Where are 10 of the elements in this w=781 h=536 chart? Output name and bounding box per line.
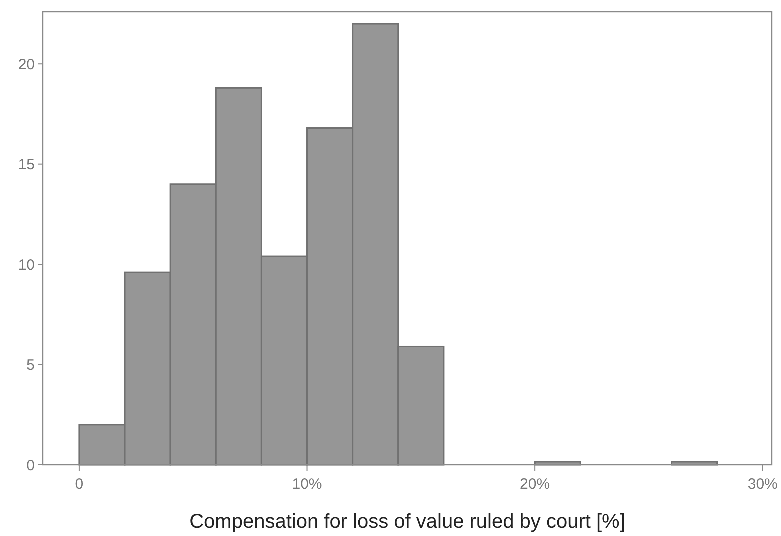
x-tick-label: 10%	[292, 476, 322, 493]
y-tick-label: 0	[26, 457, 35, 474]
y-tick-label: 5	[26, 357, 35, 374]
y-tick-label: 15	[18, 156, 35, 174]
x-tick-label: 30%	[748, 476, 778, 493]
y-tick-label: 20	[18, 56, 35, 74]
y-tick-label: 10	[18, 256, 35, 274]
x-axis-title: Compensation for loss of value ruled by court [%]	[190, 511, 626, 533]
x-tick-label: 0	[75, 476, 84, 493]
x-tick-label: 20%	[520, 476, 550, 493]
